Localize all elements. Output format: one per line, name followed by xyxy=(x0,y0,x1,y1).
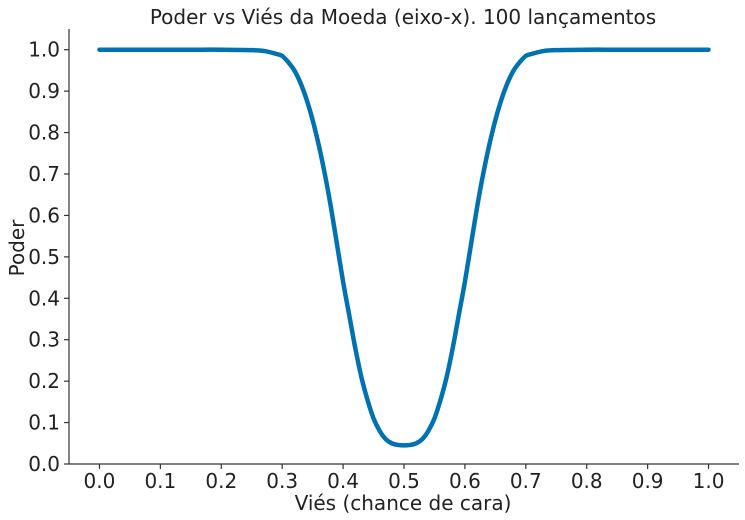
power-series-line xyxy=(97,47,711,448)
y-tick-label: 0.3 xyxy=(28,328,60,352)
y-tick-label: 0.1 xyxy=(28,411,60,435)
y-tick-label: 0.5 xyxy=(28,245,60,269)
y-tick-label: 1.0 xyxy=(28,38,60,62)
x-axis-label: Viés (chance de cara) xyxy=(295,491,512,515)
y-tick-label: 0.0 xyxy=(28,452,60,476)
x-tick-label: 0.3 xyxy=(266,469,298,493)
y-tick-label: 0.6 xyxy=(28,203,60,227)
y-tick-label: 0.4 xyxy=(28,286,60,310)
y-axis-ticks: 0.0 0.1 0.2 0.3 0.4 0.5 0.6 0.7 0.8 0.9 1.0 xyxy=(28,38,69,476)
x-tick-label: 1.0 xyxy=(693,469,725,493)
x-tick-label: 0.4 xyxy=(327,469,359,493)
x-tick-label: 0.9 xyxy=(632,469,664,493)
chart-title: Poder vs Viés da Moeda (eixo-x). 100 lan… xyxy=(150,5,656,29)
y-tick-label: 0.2 xyxy=(28,369,60,393)
x-tick-label: 0.1 xyxy=(144,469,176,493)
x-axis-ticks: 0.0 0.1 0.2 0.3 0.4 0.5 0.6 0.7 0.8 0.9 1.0 xyxy=(84,464,725,493)
x-tick-label: 0.2 xyxy=(205,469,237,493)
x-tick-label: 0.0 xyxy=(84,469,116,493)
y-tick-label: 0.8 xyxy=(28,121,60,145)
x-tick-label: 0.5 xyxy=(388,469,420,493)
y-axis-label: Poder xyxy=(5,219,29,277)
x-tick-label: 0.7 xyxy=(510,469,542,493)
y-tick-label: 0.7 xyxy=(28,162,60,186)
x-tick-label: 0.8 xyxy=(571,469,603,493)
x-tick-label: 0.6 xyxy=(449,469,481,493)
y-tick-label: 0.9 xyxy=(28,79,60,103)
